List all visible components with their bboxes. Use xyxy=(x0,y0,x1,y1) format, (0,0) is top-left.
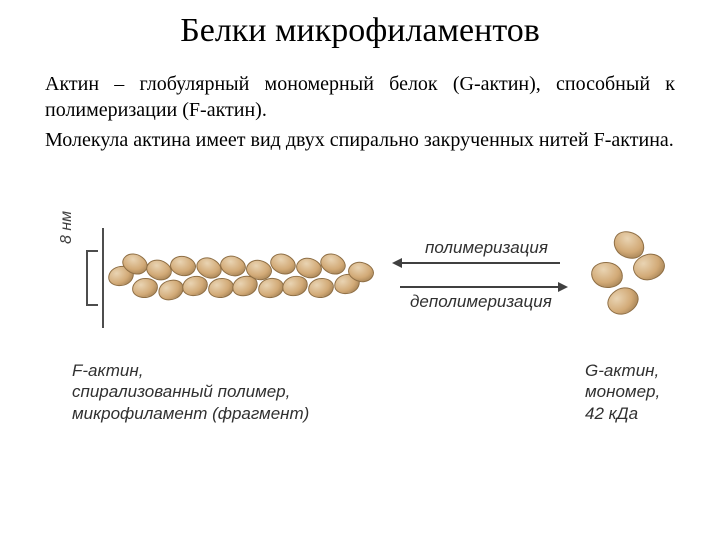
actin-bead xyxy=(306,276,335,300)
filament-end-line xyxy=(102,228,104,328)
page-title: Белки микрофиламентов xyxy=(0,12,720,50)
f-actin-caption-line3: микрофиламент (фрагмент) xyxy=(72,404,309,423)
polymerization-label: полимеризация xyxy=(425,238,548,258)
g-actin-caption-line2: мономер, xyxy=(585,382,660,401)
polymerization-arrow xyxy=(400,262,560,264)
size-bracket-label: 8 нм xyxy=(58,211,76,244)
paragraph-2: Молекула актина имеет вид двух спирально… xyxy=(45,128,675,154)
depolymerization-label: деполимеризация xyxy=(410,292,552,312)
actin-diagram: 8 нм полимеризация деполимеризация F-акт… xyxy=(30,200,670,490)
f-actin-filament xyxy=(108,248,378,304)
depolymerization-arrow xyxy=(400,286,560,288)
f-actin-caption-line1: F-актин, xyxy=(72,361,143,380)
paragraph-1: Актин – глобулярный мономерный белок (G-… xyxy=(45,72,675,123)
g-actin-caption-line3: 42 кДа xyxy=(585,404,638,423)
actin-bead xyxy=(131,276,160,299)
f-actin-caption-line2: спирализованный полимер, xyxy=(72,382,290,401)
slide: Белки микрофиламентов Актин – глобулярны… xyxy=(0,0,720,540)
f-actin-caption: F-актин, спирализованный полимер, микроф… xyxy=(72,360,372,424)
actin-monomer xyxy=(589,259,625,290)
g-actin-caption-line1: G-актин, xyxy=(585,361,659,380)
size-bracket xyxy=(86,250,98,306)
g-actin-cluster xyxy=(585,232,675,322)
g-actin-caption: G-актин, мономер, 42 кДа xyxy=(585,360,715,424)
actin-bead xyxy=(267,250,298,278)
actin-bead xyxy=(168,254,197,278)
